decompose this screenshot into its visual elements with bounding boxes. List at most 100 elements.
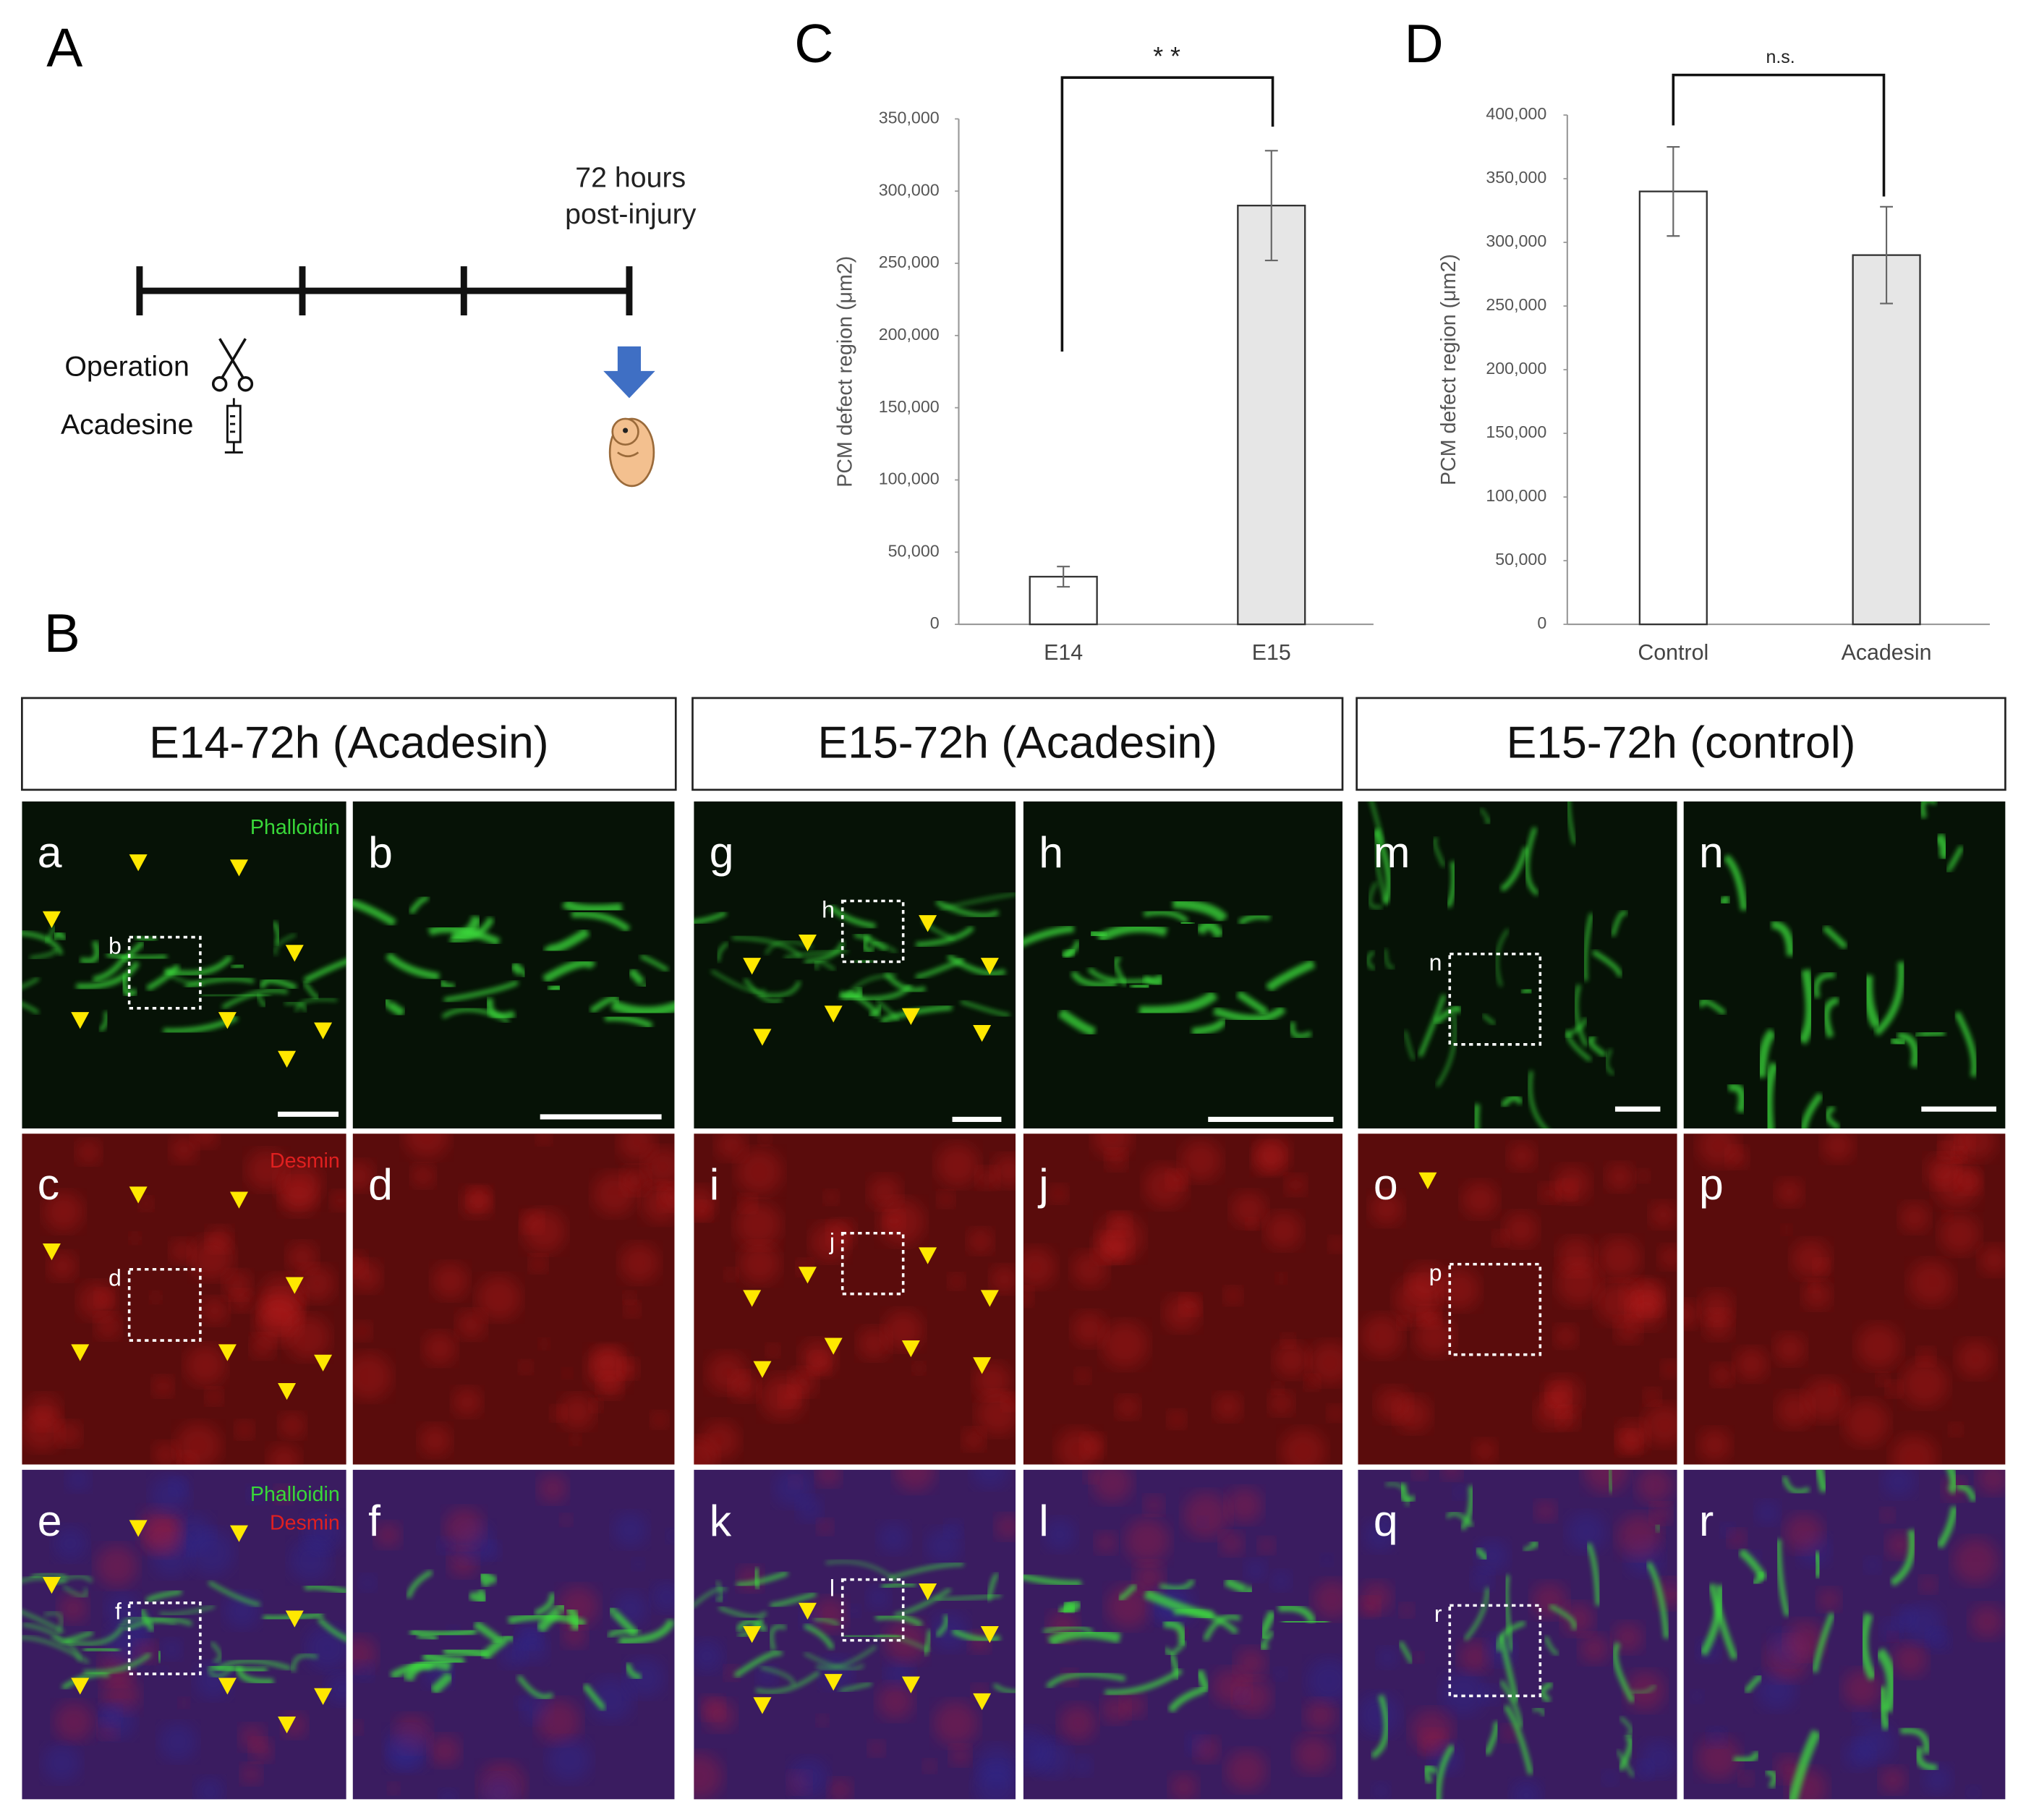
- micrograph: [1683, 1134, 2006, 1465]
- arrowhead: [753, 1361, 772, 1378]
- fiber: [1591, 949, 1622, 978]
- timeline: [136, 266, 633, 316]
- fiber: [760, 1666, 795, 1685]
- fiber: [1955, 1484, 1977, 1502]
- texture: [1439, 1269, 1480, 1310]
- fiber: [516, 1675, 554, 1699]
- fiber: [1587, 1035, 1607, 1058]
- texture: [161, 1638, 182, 1660]
- fiber: [1500, 1094, 1523, 1108]
- texture: [992, 1154, 1016, 1188]
- texture: [937, 1191, 955, 1208]
- texture: [1294, 1735, 1332, 1774]
- significance-bracket: [1060, 76, 1274, 352]
- fiber: [272, 920, 281, 945]
- texture: [1092, 1134, 1133, 1157]
- texture: [429, 1735, 461, 1766]
- fiber: [1863, 974, 1882, 1029]
- texture: [1400, 1603, 1414, 1617]
- texture: [1535, 1500, 1557, 1522]
- fiber: [1366, 951, 1376, 971]
- fiber: [916, 957, 964, 979]
- texture: [1001, 1393, 1016, 1411]
- fiber: [1583, 913, 1594, 981]
- inset-box: [127, 1267, 202, 1342]
- texture: [1893, 1642, 1928, 1677]
- fiber: [1822, 924, 1848, 950]
- texture: [250, 1738, 273, 1762]
- texture: [352, 1321, 372, 1340]
- texture: [810, 1222, 849, 1262]
- y-tick-label: 300,000: [1486, 231, 1546, 250]
- fiber: [1766, 1769, 1778, 1789]
- fiber: [1290, 1021, 1313, 1039]
- y-tick-label: 200,000: [879, 325, 940, 344]
- texture: [139, 1196, 153, 1211]
- panel-letter: c: [38, 1160, 59, 1209]
- panel-letter: B: [44, 603, 80, 663]
- texture: [1214, 1392, 1242, 1421]
- texture: [1084, 1469, 1099, 1484]
- fiber: [439, 979, 455, 990]
- fiber: [140, 1608, 156, 1633]
- texture: [1441, 1671, 1486, 1716]
- texture: [352, 1160, 375, 1191]
- fiber: [619, 1618, 675, 1645]
- texture: [352, 1251, 367, 1277]
- texture: [621, 1166, 650, 1195]
- y-tick-label: 0: [1537, 613, 1546, 632]
- micrograph-content: [1683, 1469, 2006, 1800]
- significance-bracket: [1672, 73, 1886, 197]
- texture: [759, 1134, 772, 1146]
- micrograph-content: [22, 801, 346, 1128]
- texture: [1700, 1290, 1734, 1324]
- arrow-icon: [603, 346, 655, 399]
- texture: [129, 1232, 141, 1244]
- fiber: [1104, 1668, 1183, 1696]
- texture: [1856, 1324, 1901, 1369]
- texture: [651, 1581, 675, 1612]
- texture: [439, 1789, 458, 1800]
- fiber: [639, 953, 669, 972]
- texture: [1275, 1272, 1287, 1284]
- fiber: [1191, 1019, 1226, 1037]
- fiber: [1057, 1008, 1097, 1037]
- texture: [201, 1297, 229, 1324]
- panel-letter: C: [794, 13, 833, 74]
- texture: [1471, 1568, 1494, 1591]
- micrograph-content: [22, 1469, 346, 1800]
- texture: [195, 1777, 224, 1800]
- texture: [868, 1175, 902, 1209]
- arrowhead: [278, 1717, 297, 1734]
- fiber: [260, 977, 297, 991]
- texture: [1235, 1647, 1267, 1680]
- fiber: [1565, 1030, 1592, 1062]
- fiber: [804, 941, 845, 964]
- texture: [1144, 1495, 1164, 1515]
- texture: [48, 1251, 77, 1280]
- texture: [1226, 1487, 1263, 1523]
- x-tick-label: E15: [1252, 641, 1291, 665]
- texture: [884, 1210, 904, 1231]
- fiber: [1178, 917, 1194, 928]
- fiber: [542, 927, 590, 954]
- texture: [246, 1149, 287, 1191]
- texture: [170, 1136, 197, 1163]
- texture: [1458, 1641, 1491, 1673]
- texture: [235, 1420, 254, 1440]
- fiber: [1495, 929, 1510, 987]
- y-tick-label: 400,000: [1486, 104, 1546, 123]
- texture: [1562, 1602, 1594, 1636]
- texture: [561, 1368, 573, 1379]
- texture: [1879, 1766, 1907, 1793]
- fiber: [1374, 829, 1389, 905]
- inset-box: [840, 899, 905, 964]
- texture: [536, 1134, 552, 1145]
- texture: [1170, 1773, 1199, 1800]
- texture: [1414, 1316, 1455, 1357]
- texture: [1167, 1410, 1186, 1429]
- texture: [241, 1764, 262, 1785]
- texture: [569, 1434, 582, 1445]
- arrowhead: [218, 1344, 237, 1361]
- texture: [1194, 1737, 1220, 1762]
